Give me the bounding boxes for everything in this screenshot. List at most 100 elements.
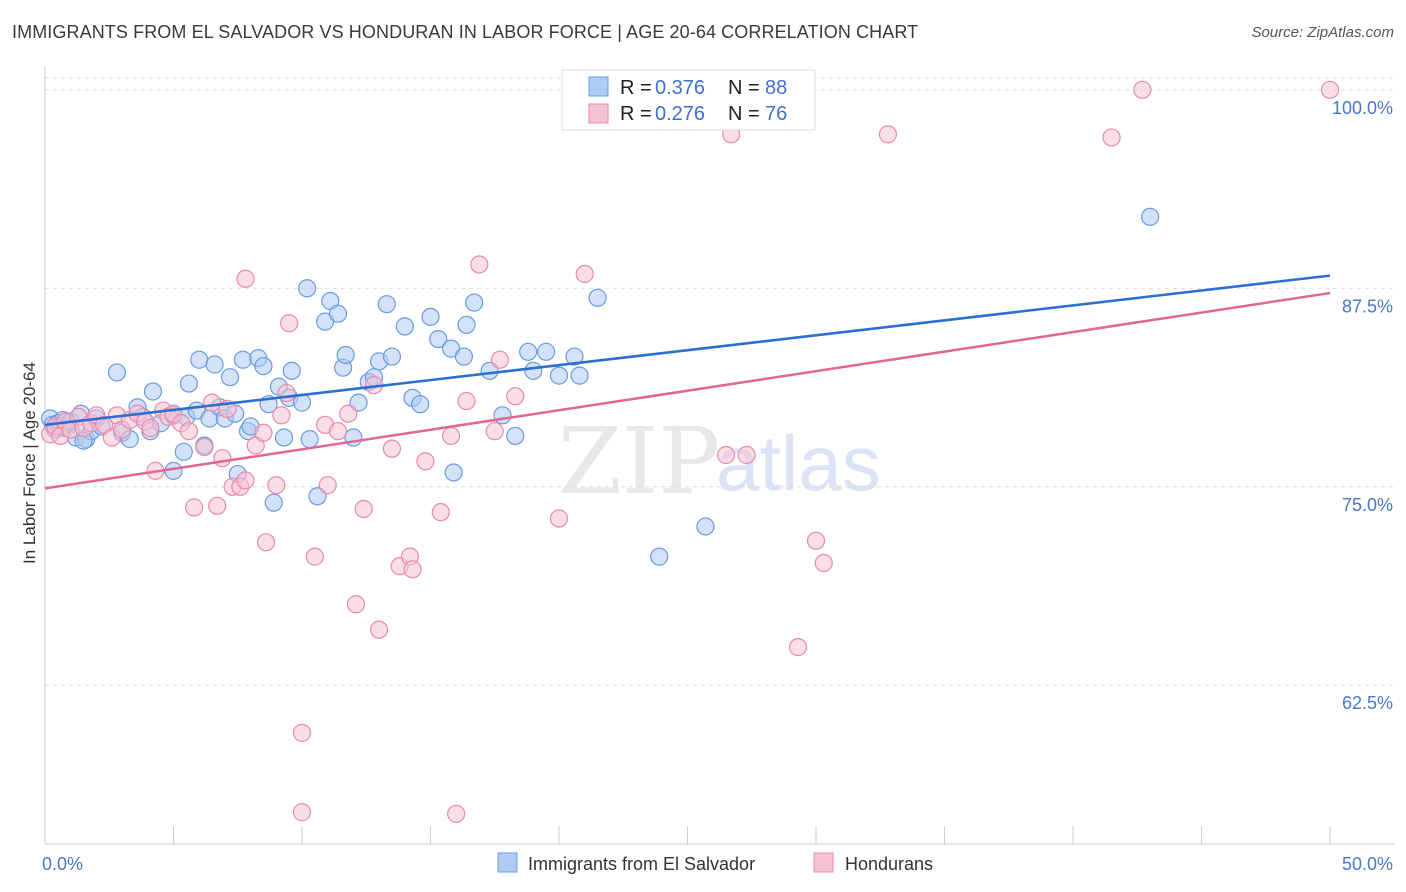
trend-line-el-salvador [44, 274, 1331, 427]
point-el-salvador [454, 347, 474, 366]
point-hondurans [208, 496, 227, 515]
legend-r-label-1: R = [620, 77, 652, 99]
point-hondurans [506, 387, 525, 406]
point-hondurans [179, 422, 199, 441]
point-hondurans [416, 452, 435, 471]
point-el-salvador [549, 366, 569, 385]
point-hondurans [788, 638, 808, 657]
point-hondurans [202, 393, 222, 412]
point-hondurans [267, 476, 286, 495]
y-tick-label: 100.0% [1332, 98, 1393, 118]
point-hondurans [236, 269, 255, 288]
bottom-legend-swatch-pink [813, 852, 834, 873]
point-hondurans [814, 553, 833, 573]
point-el-salvador [519, 342, 538, 361]
series-legend: Immigrants from El Salvador Hondurans [497, 852, 933, 874]
legend-swatch-pink [588, 103, 609, 124]
point-el-salvador [480, 361, 499, 380]
trend-line-hondurans [44, 291, 1331, 490]
point-hondurans [1320, 80, 1340, 99]
point-hondurans [1102, 128, 1121, 147]
legend-r-value-1: 0.376 [655, 77, 705, 99]
legend-n-label-1: N = [728, 77, 760, 99]
legend-n-label-2: N = [728, 103, 760, 125]
series-hondurans-points [41, 80, 1340, 823]
point-hondurans [441, 426, 461, 446]
x-tick-label: 0.0% [42, 854, 83, 874]
point-hondurans [254, 423, 273, 442]
point-el-salvador [264, 493, 283, 512]
point-el-salvador [382, 347, 402, 366]
point-el-salvador [565, 347, 584, 366]
point-hondurans [737, 445, 756, 465]
point-hondurans [370, 620, 389, 639]
point-hondurans [339, 404, 358, 423]
point-el-salvador [282, 361, 301, 380]
point-hondurans [292, 803, 312, 822]
trend-lines [44, 274, 1331, 490]
y-tick-label: 75.0% [1342, 495, 1393, 515]
point-el-salvador [254, 356, 273, 376]
bottom-legend-label-1: Immigrants from El Salvador [528, 854, 755, 874]
point-el-salvador [107, 363, 127, 382]
y-tick-label: 87.5% [1342, 296, 1393, 316]
point-el-salvador [444, 463, 463, 482]
bottom-legend-label-2: Hondurans [845, 854, 933, 874]
point-hondurans [280, 314, 299, 333]
y-axis-label: In Labor Force | Age 20-64 [20, 362, 39, 564]
point-el-salvador [308, 487, 327, 506]
point-hondurans [292, 723, 312, 742]
point-hondurans [490, 350, 509, 369]
point-el-salvador [537, 342, 556, 361]
watermark-atlas: atlas [716, 419, 881, 507]
point-el-salvador [411, 395, 430, 414]
watermark: ZIP atlas [558, 408, 881, 515]
gridlines [45, 77, 1395, 686]
point-hondurans [878, 125, 898, 144]
point-el-salvador [274, 428, 294, 447]
point-el-salvador [174, 442, 193, 461]
point-el-salvador [377, 295, 396, 314]
point-hondurans [354, 499, 373, 519]
point-el-salvador [179, 374, 199, 393]
point-el-salvador [233, 350, 252, 369]
point-el-salvador [421, 307, 440, 326]
point-el-salvador [570, 366, 589, 385]
point-hondurans [305, 547, 324, 566]
legend-r-value-2: 0.276 [655, 103, 705, 125]
point-hondurans [328, 422, 348, 441]
legend-r-label-2: R = [620, 103, 652, 125]
point-hondurans [195, 437, 214, 457]
point-el-salvador [220, 368, 240, 387]
point-hondurans [277, 383, 296, 403]
legend-n-value-1: 88 [765, 77, 787, 99]
watermark-zip: ZIP [558, 408, 720, 515]
legend-swatch-blue [588, 76, 609, 97]
point-hondurans [485, 422, 504, 441]
point-hondurans [716, 445, 736, 465]
point-el-salvador [328, 304, 348, 323]
tick-labels: 62.5% 75.0% 87.5% 100.0% 0.0% 50.0% [42, 98, 1393, 874]
point-hondurans [318, 476, 337, 495]
stats-legend: R = 0.376 N = 88 R = 0.276 N = 76 [561, 69, 816, 131]
point-hondurans [213, 449, 232, 468]
point-hondurans [431, 503, 450, 522]
x-tick-label: 50.0% [1342, 854, 1393, 874]
point-hondurans [806, 531, 826, 550]
point-el-salvador [696, 517, 715, 536]
source-credit: Source: ZipAtlas.com [1251, 24, 1394, 41]
point-hondurans [457, 391, 476, 411]
y-tick-label: 62.5% [1342, 693, 1393, 713]
point-el-salvador [1140, 207, 1160, 226]
legend-n-value-2: 76 [765, 103, 787, 125]
point-el-salvador [205, 355, 224, 374]
point-el-salvador [506, 426, 525, 446]
point-hondurans [382, 439, 402, 458]
point-el-salvador [349, 393, 368, 412]
point-el-salvador [493, 406, 512, 425]
point-el-salvador [143, 382, 163, 401]
point-el-salvador [465, 293, 484, 312]
axes [44, 66, 1395, 845]
point-hondurans [549, 509, 569, 528]
